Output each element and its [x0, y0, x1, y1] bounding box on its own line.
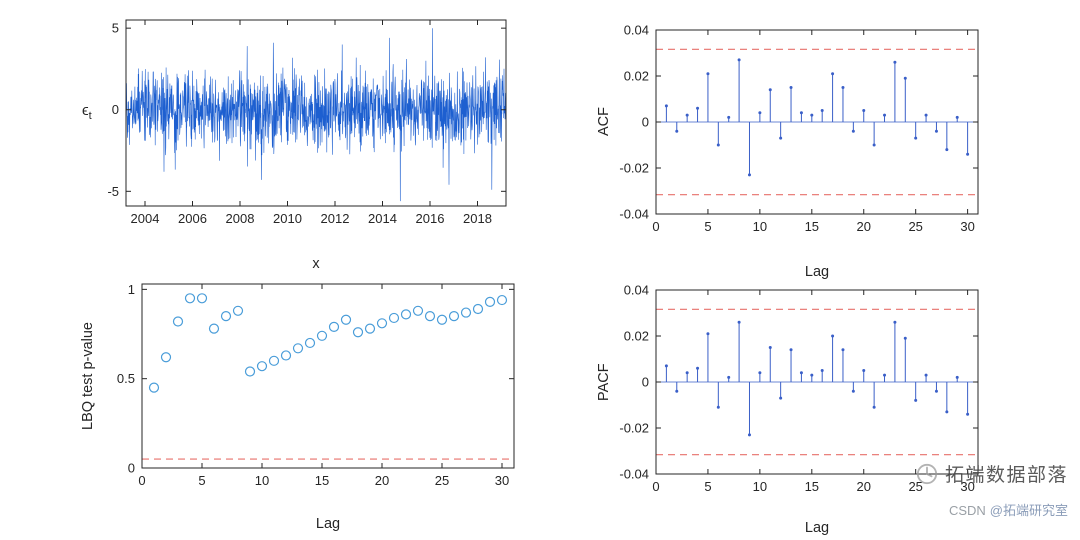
watermark-credit-handle: @拓端研究室	[989, 503, 1068, 518]
pacf-plot: PACF 0 5 10 15 20 25 30 0.04 0.02 0 -0.02 -0.04 Lag	[592, 278, 998, 536]
lbq-markers	[148, 293, 508, 393]
svg-text:0.04: 0.04	[624, 23, 649, 38]
svg-text:15: 15	[805, 219, 819, 234]
pacf-ylabel: PACF	[596, 363, 612, 401]
acf-axes-box	[655, 29, 979, 215]
residuals-series	[126, 28, 506, 202]
watermark-credit-prefix: CSDN	[948, 503, 986, 518]
svg-text:1: 1	[128, 282, 135, 297]
svg-text:2006: 2006	[178, 211, 207, 226]
svg-text:0: 0	[128, 461, 135, 476]
acf-canvas: 0 5 10 15 20 25 30 0.04 0.02 0 -0.02 -0.04	[619, 23, 979, 234]
acf-ylabel: ACF	[596, 107, 612, 137]
svg-text:0: 0	[652, 479, 659, 494]
lbq-axes-box	[141, 283, 515, 469]
pacf-xlabel: Lag	[804, 520, 830, 536]
svg-text:10: 10	[255, 473, 269, 488]
svg-text:0.5: 0.5	[117, 371, 135, 386]
svg-text:-0.04: -0.04	[619, 207, 649, 222]
svg-text:20: 20	[857, 219, 871, 234]
svg-text:2014: 2014	[368, 211, 397, 226]
svg-text:2012: 2012	[321, 211, 350, 226]
svg-text:0: 0	[112, 102, 119, 117]
svg-text:15: 15	[805, 479, 819, 494]
svg-text:0.02: 0.02	[624, 69, 649, 84]
svg-text:25: 25	[908, 479, 922, 494]
svg-text:2004: 2004	[131, 211, 160, 226]
lbq-xlabel: Lag	[315, 516, 341, 532]
pacf-stems	[664, 320, 970, 437]
svg-text:5: 5	[198, 473, 205, 488]
lbq-canvas: 0 5 10 15 20 25 30 1 0.5 0	[117, 282, 515, 488]
residuals-xlabel: x	[312, 256, 320, 272]
svg-text:0: 0	[138, 473, 145, 488]
residuals-ylabel: ϵt	[82, 102, 92, 122]
svg-text:5: 5	[112, 21, 119, 36]
svg-text:10: 10	[753, 479, 767, 494]
residuals-plot: ϵt 2004 2006 2008 2010 2012 2014 2016 2018 5 0 -5 …	[64, 6, 520, 272]
acf-stems	[664, 58, 970, 177]
svg-text:-0.02: -0.02	[619, 161, 649, 176]
svg-text:2016: 2016	[416, 211, 445, 226]
lbq-ylabel: LBQ test p-value	[80, 322, 96, 430]
svg-text:0: 0	[642, 115, 649, 130]
lbq-plot: LBQ test p-value 0 5 10 15 20 25 30 1 0.5 0 Lag	[72, 272, 528, 532]
svg-text:-0.02: -0.02	[619, 421, 649, 436]
compass-icon	[916, 463, 938, 485]
svg-text:30: 30	[960, 479, 974, 494]
svg-text:30: 30	[495, 473, 509, 488]
svg-text:0.04: 0.04	[624, 283, 649, 298]
residuals-ylabel-sub: t	[88, 110, 92, 122]
pacf-canvas: 0 5 10 15 20 25 30 0.04 0.02 0 -0.02 -0.04	[619, 283, 979, 494]
watermark-credit: CSDN @拓端研究室	[828, 500, 1068, 519]
pacf-axes-box	[655, 289, 979, 475]
svg-text:0: 0	[642, 375, 649, 390]
svg-text:25: 25	[435, 473, 449, 488]
watermark-brand-row: 拓端数据部落	[828, 460, 1068, 487]
acf-plot: ACF 0 5 10 15 20 25 30 0.04 0.02 0 -0.02 -0.04 Lag	[592, 14, 998, 280]
svg-text:15: 15	[315, 473, 329, 488]
svg-text:5: 5	[704, 479, 711, 494]
residuals-ylabel-main: ϵ	[82, 102, 89, 119]
svg-text:2008: 2008	[226, 211, 255, 226]
svg-text:0: 0	[652, 219, 659, 234]
svg-text:30: 30	[960, 219, 974, 234]
watermark: 拓端数据部落 CSDN @拓端研究室	[828, 460, 1068, 519]
svg-text:25: 25	[908, 219, 922, 234]
svg-text:-0.04: -0.04	[619, 467, 649, 482]
svg-text:2018: 2018	[463, 211, 492, 226]
svg-text:0.02: 0.02	[624, 329, 649, 344]
acf-xlabel: Lag	[804, 264, 830, 280]
svg-text:5: 5	[704, 219, 711, 234]
svg-text:-5: -5	[107, 184, 119, 199]
residuals-canvas: 2004 2006 2008 2010 2012 2014 2016 2018 5 0 -5	[107, 19, 507, 226]
svg-text:10: 10	[753, 219, 767, 234]
svg-text:2010: 2010	[273, 211, 302, 226]
watermark-brand-text: 拓端数据部落	[944, 465, 1068, 486]
svg-text:20: 20	[375, 473, 389, 488]
svg-text:20: 20	[857, 479, 871, 494]
residuals-axes-box	[125, 19, 507, 207]
